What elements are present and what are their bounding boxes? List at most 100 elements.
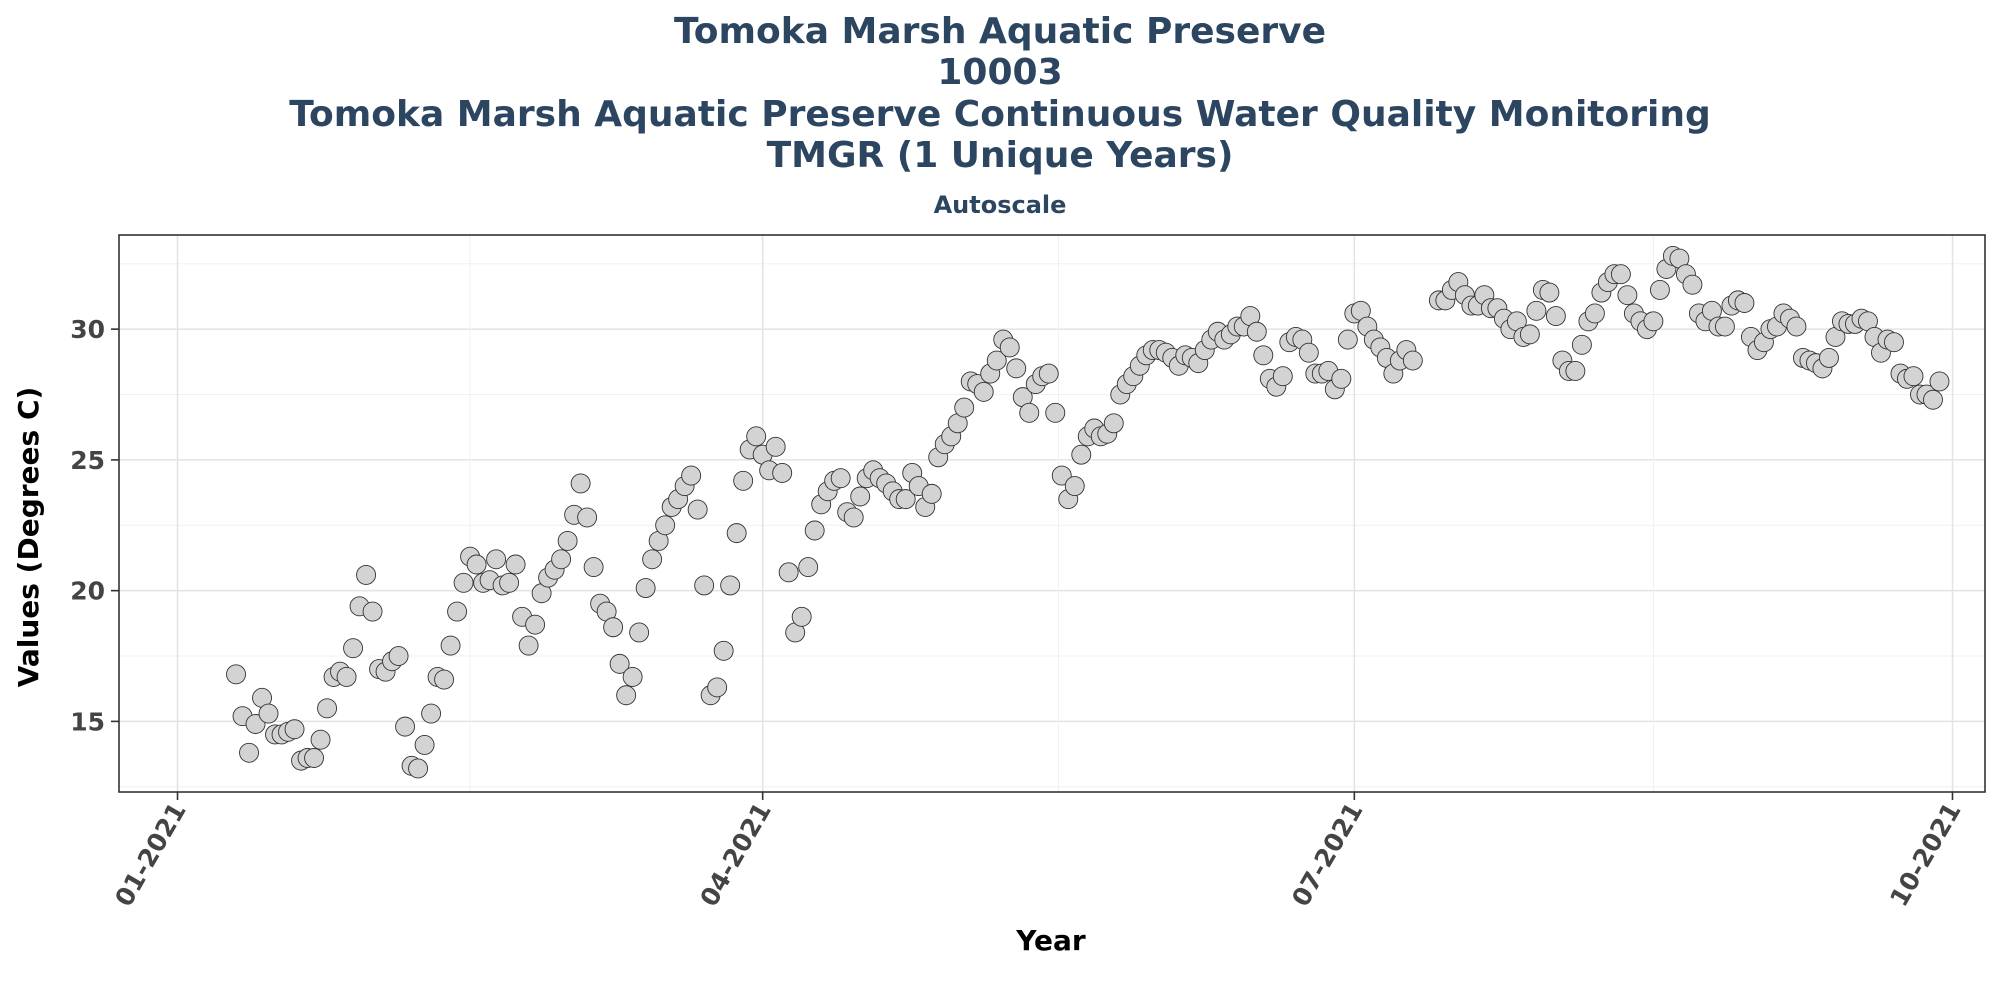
data-point bbox=[304, 748, 325, 768]
data-point bbox=[239, 742, 259, 763]
data-point bbox=[505, 554, 526, 575]
y-tick-label: 25 bbox=[70, 446, 105, 475]
data-point bbox=[258, 703, 279, 724]
data-point bbox=[1051, 465, 1072, 486]
data-point bbox=[791, 606, 812, 627]
data-point bbox=[1903, 366, 1924, 387]
data-point bbox=[1584, 303, 1605, 324]
y-tick-label: 20 bbox=[70, 577, 105, 606]
data-point bbox=[746, 426, 767, 447]
data-point bbox=[1545, 306, 1566, 327]
x-axis: 01-2021 04-2021 07-2021 10-2021 bbox=[109, 792, 1967, 912]
data-point bbox=[499, 572, 520, 593]
data-point bbox=[453, 572, 474, 593]
data-point bbox=[1519, 324, 1540, 345]
data-point bbox=[687, 499, 708, 520]
x-tick-label: 10-2021 bbox=[1884, 798, 1966, 912]
data-point bbox=[622, 666, 643, 687]
data-point bbox=[1539, 282, 1560, 303]
data-point bbox=[772, 463, 793, 483]
plot-panel bbox=[118, 234, 1986, 793]
data-point bbox=[1929, 371, 1950, 392]
data-point bbox=[343, 638, 364, 659]
data-point bbox=[577, 507, 598, 528]
data-point bbox=[830, 468, 851, 489]
data-point bbox=[1565, 361, 1586, 381]
data-point bbox=[336, 666, 357, 687]
data-point bbox=[616, 685, 637, 706]
data-point bbox=[999, 337, 1020, 358]
data-point bbox=[609, 653, 630, 674]
data-point bbox=[629, 622, 650, 643]
title-line-1: Tomoka Marsh Aquatic Preserve bbox=[674, 11, 1326, 52]
x-axis-title: Year bbox=[1015, 924, 1086, 957]
y-tick-label: 15 bbox=[70, 707, 105, 736]
data-point bbox=[310, 729, 331, 750]
data-point bbox=[713, 640, 734, 661]
data-point bbox=[804, 520, 825, 541]
data-point bbox=[843, 507, 864, 528]
data-point bbox=[1064, 476, 1085, 496]
data-point bbox=[778, 562, 799, 583]
data-point bbox=[518, 635, 539, 656]
y-axis-title: Values (Degrees C) bbox=[12, 387, 45, 688]
data-point bbox=[1884, 332, 1904, 353]
data-point bbox=[765, 436, 786, 457]
data-point bbox=[1337, 329, 1358, 350]
panel-background bbox=[119, 235, 1985, 792]
data-point bbox=[1246, 321, 1267, 342]
data-points bbox=[226, 245, 1950, 779]
data-point bbox=[421, 703, 442, 724]
data-point bbox=[655, 515, 676, 536]
chart-subtitle: Autoscale bbox=[934, 191, 1067, 219]
data-point bbox=[1819, 347, 1839, 368]
data-point bbox=[284, 719, 305, 740]
x-tick-label: 07-2021 bbox=[1286, 798, 1368, 912]
data-point bbox=[642, 549, 663, 570]
grid-lines bbox=[119, 235, 1985, 792]
data-point bbox=[850, 486, 871, 507]
data-point bbox=[557, 531, 578, 551]
data-point bbox=[1734, 293, 1755, 313]
data-point bbox=[1617, 285, 1638, 306]
data-point bbox=[1006, 358, 1027, 379]
data-point bbox=[726, 523, 747, 544]
data-point bbox=[1571, 334, 1592, 355]
data-point bbox=[434, 669, 455, 690]
data-point bbox=[1649, 279, 1670, 300]
data-point bbox=[1253, 345, 1274, 366]
data-point bbox=[317, 698, 338, 719]
data-point bbox=[388, 646, 409, 666]
y-axis: 15 20 25 30 bbox=[70, 315, 119, 736]
data-point bbox=[466, 554, 487, 575]
data-point bbox=[1643, 311, 1664, 332]
panel-border bbox=[118, 234, 1986, 793]
data-point bbox=[603, 617, 624, 638]
x-tick-label: 04-2021 bbox=[694, 798, 776, 912]
data-point bbox=[921, 483, 942, 504]
data-point bbox=[986, 350, 1007, 371]
data-point bbox=[583, 557, 604, 578]
data-point bbox=[1331, 368, 1352, 389]
chart-title: Tomoka Marsh Aquatic Preserve 10003 Tomo… bbox=[289, 11, 1710, 176]
data-point bbox=[362, 601, 383, 622]
data-point bbox=[973, 381, 994, 402]
data-point bbox=[1298, 342, 1319, 363]
data-point bbox=[1526, 300, 1547, 321]
data-point bbox=[408, 758, 429, 779]
x-tick-label: 01-2021 bbox=[109, 798, 191, 912]
data-point bbox=[1038, 363, 1059, 384]
data-point bbox=[356, 565, 377, 585]
data-point bbox=[395, 716, 416, 737]
data-point bbox=[447, 601, 468, 622]
data-point bbox=[1019, 402, 1040, 423]
data-point bbox=[707, 677, 728, 698]
y-tick-label: 30 bbox=[70, 315, 105, 344]
title-line-2: 10003 bbox=[937, 52, 1062, 93]
data-point bbox=[226, 664, 246, 685]
data-point bbox=[414, 734, 435, 755]
data-point bbox=[1272, 366, 1293, 387]
data-point bbox=[1402, 350, 1423, 371]
data-point bbox=[1103, 413, 1124, 434]
data-point bbox=[954, 397, 975, 418]
